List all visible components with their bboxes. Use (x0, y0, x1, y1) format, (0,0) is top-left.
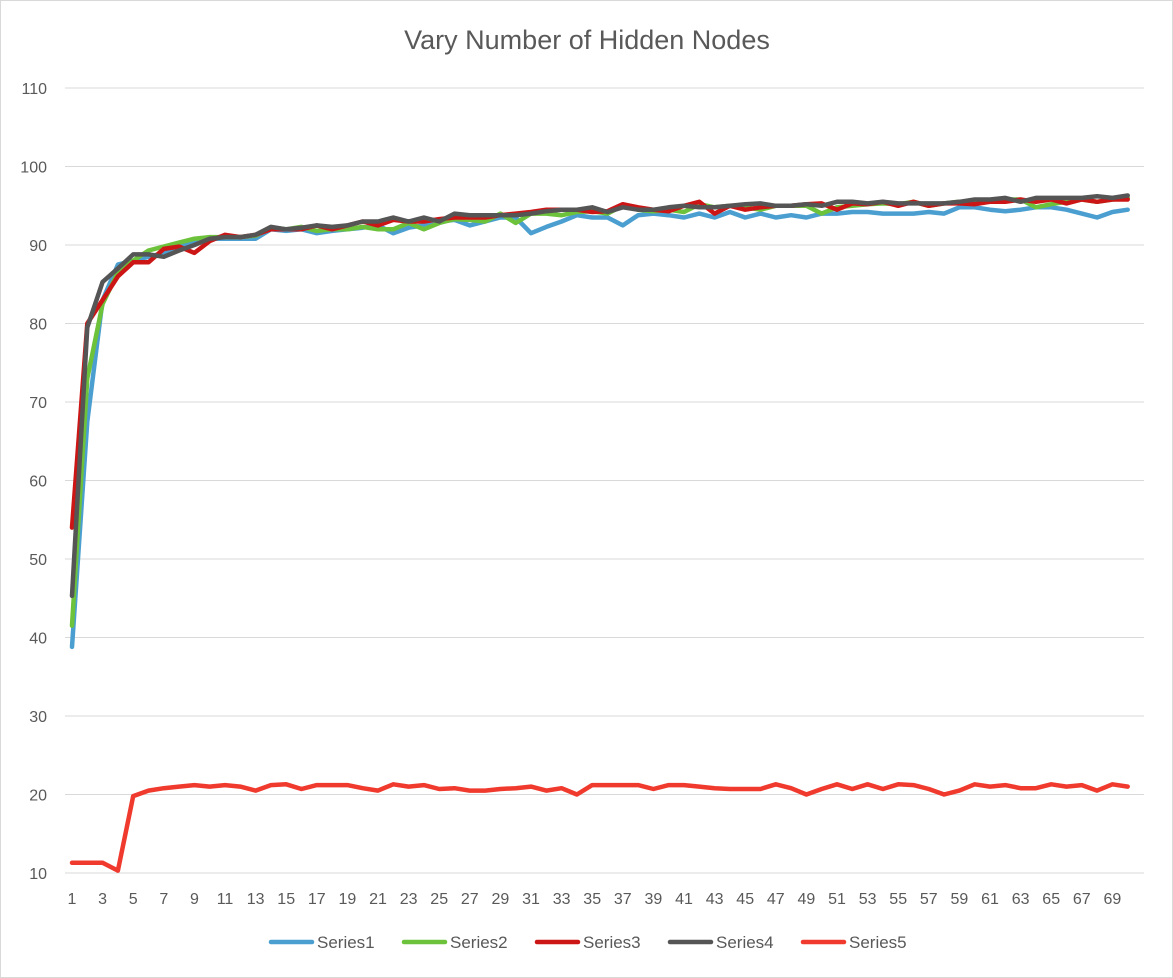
x-tick-label: 57 (920, 891, 938, 908)
x-tick-label: 11 (217, 891, 234, 908)
x-tick-label: 49 (798, 891, 816, 908)
x-tick-label: 33 (553, 891, 571, 908)
x-tick-label: 17 (308, 891, 326, 908)
legend-label-series4: Series4 (716, 933, 774, 952)
y-tick-label: 30 (29, 709, 47, 726)
y-tick-label: 110 (21, 81, 47, 98)
x-tick-label: 21 (369, 891, 387, 908)
x-tick-label: 9 (190, 891, 199, 908)
x-tick-label: 35 (583, 891, 601, 908)
legend-label-series2: Series2 (450, 933, 508, 952)
x-tick-label: 1 (68, 891, 77, 908)
series-line-series2 (69, 195, 1130, 628)
x-tick-label: 31 (522, 891, 540, 908)
y-tick-label: 20 (29, 788, 47, 805)
y-tick-label: 50 (29, 552, 47, 569)
series-lines (69, 193, 1130, 873)
x-tick-label: 47 (767, 891, 785, 908)
legend-label-series1: Series1 (317, 933, 375, 952)
x-tick-label: 55 (889, 891, 907, 908)
x-tick-label: 29 (492, 891, 510, 908)
y-tick-label: 80 (29, 317, 47, 334)
x-tick-label: 3 (98, 891, 107, 908)
x-tick-label: 45 (736, 891, 754, 908)
x-tick-label: 43 (706, 891, 724, 908)
x-tick-label: 61 (981, 891, 999, 908)
x-tick-label: 41 (675, 891, 693, 908)
x-axis-tick-labels: 1 3 5 7 9 11 13 15 17 19 21 23 25 27 29 31 33 35 37 39 41 43 4… (68, 891, 1122, 908)
x-tick-label: 13 (247, 891, 265, 908)
series-line-series1 (69, 205, 1130, 650)
x-tick-label: 7 (159, 891, 168, 908)
gridlines (65, 87, 1144, 874)
y-tick-label: 60 (29, 474, 47, 491)
y-tick-label: 40 (29, 631, 47, 648)
y-tick-label: 100 (20, 160, 47, 177)
x-tick-label: 37 (614, 891, 632, 908)
legend: Series1 Series2 Series3 Series4 Series5 (268, 933, 907, 952)
x-tick-label: 39 (645, 891, 663, 908)
x-tick-label: 19 (339, 891, 357, 908)
series-line-series3 (69, 197, 1130, 530)
x-tick-label: 69 (1104, 891, 1122, 908)
x-tick-label: 67 (1073, 891, 1091, 908)
y-tick-label: 90 (29, 238, 47, 255)
y-axis-tick-labels: 10 20 30 40 50 60 70 80 90 100 110 (20, 81, 47, 883)
chart-title: Vary Number of Hidden Nodes (404, 25, 770, 55)
legend-label-series3: Series3 (583, 933, 641, 952)
y-tick-label: 10 (29, 866, 47, 883)
series-line-series4 (69, 193, 1130, 599)
legend-label-series5: Series5 (849, 933, 907, 952)
y-tick-label: 70 (29, 395, 47, 412)
x-tick-label: 53 (859, 891, 877, 908)
x-tick-label: 25 (430, 891, 448, 908)
x-tick-label: 15 (277, 891, 295, 908)
x-tick-label: 27 (461, 891, 479, 908)
x-tick-label: 59 (951, 891, 969, 908)
x-tick-label: 65 (1042, 891, 1060, 908)
x-tick-label: 23 (400, 891, 418, 908)
x-tick-label: 51 (828, 891, 846, 908)
x-tick-label: 5 (129, 891, 138, 908)
series-line-series5 (69, 782, 1130, 873)
x-tick-label: 63 (1012, 891, 1030, 908)
